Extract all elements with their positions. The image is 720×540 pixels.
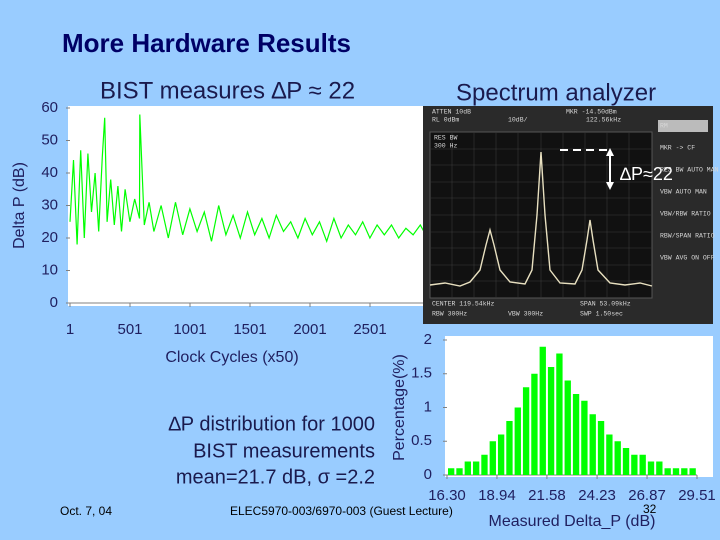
histogram-bar: [606, 434, 613, 475]
screen-text: VBW 300Hz: [508, 311, 543, 318]
x-tick-label: 1001: [173, 321, 206, 338]
screen-menu-text: MKR -> CF: [660, 145, 695, 152]
caption-line: BIST measurements: [193, 440, 375, 462]
data-line: [69, 114, 429, 245]
y-tick-label: 0.5: [411, 432, 432, 449]
y-tick-label: 0: [424, 466, 432, 483]
screen-menu-text: RM: [660, 123, 668, 130]
histogram-bar: [448, 468, 455, 475]
y-tick-label: 2: [424, 331, 432, 348]
y-tick-label: 20: [41, 229, 58, 246]
screen-text: RES BW: [434, 135, 458, 142]
x-tick-label: 2501: [353, 321, 386, 338]
screen-text: SWP 1.50sec: [580, 311, 623, 318]
histogram-bar: [464, 461, 471, 475]
footer-date: Oct. 7, 04: [60, 504, 112, 518]
right-heading: Spectrum analyzer: [456, 79, 656, 106]
y-tick-label: 1: [424, 398, 432, 415]
y-tick-label: 50: [41, 131, 58, 148]
histogram-bar: [581, 400, 588, 475]
x-tick-label: 16.30: [428, 487, 466, 504]
x-tick-label: 24.23: [578, 487, 616, 504]
y-axis-title: Percentage(%): [391, 354, 408, 461]
x-tick-label: 1501: [233, 321, 266, 338]
y-tick-label: 40: [41, 164, 58, 181]
caption-line: ∆P distribution for 1000: [169, 413, 375, 435]
histogram-bar: [472, 461, 480, 475]
screen-menu-text: RBW/SPAN RATIO: [660, 233, 715, 240]
histogram-bar: [656, 461, 663, 475]
x-axis-title: Clock Cycles (x50): [165, 349, 298, 366]
caption-line: mean=21.7 dB, σ =2.2: [176, 466, 375, 488]
plot-area: [68, 106, 430, 306]
screen-menu: [658, 120, 708, 132]
histogram-bar: [572, 394, 580, 475]
screen-text: 122.56kHz: [586, 117, 621, 124]
x-tick-label: 1: [66, 321, 74, 338]
screen-menu-text: VBW/RBW RATIO: [660, 211, 711, 218]
histogram-bar: [664, 468, 671, 475]
histogram-bar: [539, 346, 546, 475]
y-tick-label: 60: [41, 99, 58, 116]
histogram-bar: [506, 421, 513, 475]
y-tick-label: 30: [41, 196, 58, 213]
page-number: 32: [643, 502, 657, 516]
screen-text: 10dB/: [508, 117, 528, 124]
histogram-bar: [522, 387, 530, 475]
footer-course: ELEC5970-003/6970-003 (Guest Lecture): [230, 504, 453, 518]
y-tick-label: 10: [41, 261, 58, 278]
histogram-bar: [564, 380, 571, 475]
x-tick-label: 2001: [293, 321, 326, 338]
x-axis-title: Measured Delta_P (dB): [489, 513, 656, 530]
y-tick-label: 0: [50, 294, 58, 311]
screen-menu-text: VBW AVG ON OFF: [660, 255, 715, 262]
x-tick-label: 29.51: [678, 487, 716, 504]
x-tick-label: 18.94: [478, 487, 516, 504]
screen-menu-text: RES BW AUTO MAN: [660, 167, 719, 174]
histogram-bar: [497, 434, 505, 475]
histogram-bar: [614, 441, 621, 475]
x-tick-label: 21.58: [528, 487, 566, 504]
spectrum-trace: [429, 151, 653, 287]
histogram-bar: [481, 454, 488, 475]
histogram-bar: [489, 441, 496, 475]
histogram-bar: [622, 448, 630, 475]
histogram-bar: [639, 454, 646, 475]
screen-text: 300 Hz: [434, 143, 458, 150]
screen-menu-text: VBW AUTO MAN: [660, 189, 707, 196]
histogram-bar: [531, 373, 538, 475]
y-tick-label: 1.5: [411, 365, 432, 382]
screen-text: SPAN 53.09kHz: [580, 301, 631, 308]
histogram-bar: [556, 353, 563, 475]
histogram-bar: [456, 468, 463, 475]
screen-grid: [430, 132, 652, 298]
histogram-bar: [514, 407, 521, 475]
x-tick-label: 26.87: [628, 487, 666, 504]
screen-text: ATTEN 10dB: [432, 109, 471, 116]
histogram-bar: [631, 454, 638, 475]
histogram-bar: [547, 367, 555, 475]
histogram-bar: [681, 468, 688, 475]
slide-title: More Hardware Results: [62, 28, 351, 58]
histogram-bar: [689, 468, 696, 475]
x-tick-label: 501: [117, 321, 142, 338]
histogram-bar: [672, 468, 680, 475]
y-axis-title: Delta P (dB): [11, 162, 28, 249]
spectrum-annotation: ∆P≈22: [620, 164, 673, 184]
screen-text: CENTER 119.54kHz: [432, 301, 495, 308]
histogram-bar: [589, 414, 596, 475]
screen-text: RL 0dBm: [432, 117, 459, 124]
histogram-bar: [597, 421, 605, 475]
histogram-bar: [647, 461, 655, 475]
left-heading: BIST measures ∆P ≈ 22: [100, 77, 355, 104]
screen-text: MKR -14.50dBm: [566, 109, 617, 116]
screen-text: RBW 300Hz: [432, 311, 467, 318]
